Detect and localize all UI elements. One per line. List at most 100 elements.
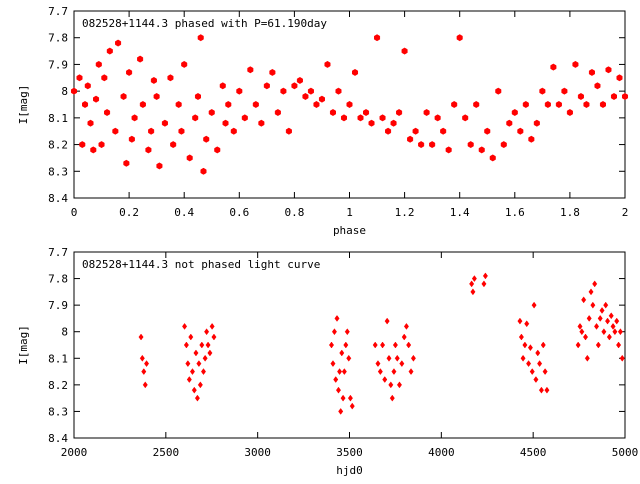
- data-point: [588, 68, 595, 76]
- data-point: [388, 381, 394, 389]
- data-point: [481, 280, 487, 288]
- data-point: [612, 328, 618, 336]
- data-point: [334, 315, 340, 322]
- data-point: [537, 360, 543, 368]
- y-tick-label: 8.4: [48, 192, 68, 205]
- data-point: [200, 368, 206, 375]
- data-point: [338, 408, 344, 415]
- x-tick-label: 0.8: [284, 206, 304, 219]
- data-point: [104, 109, 111, 116]
- data-point: [372, 341, 378, 349]
- y-tick-label: 8.3: [48, 405, 68, 418]
- y-tick-label: 8.2: [48, 139, 68, 152]
- data-point: [120, 93, 127, 100]
- data-point: [566, 109, 573, 116]
- data-point: [471, 275, 477, 282]
- data-point: [386, 354, 392, 362]
- data-point: [544, 101, 551, 108]
- data-point: [318, 95, 325, 103]
- data-point: [380, 341, 386, 349]
- data-point: [583, 333, 589, 341]
- data-point: [605, 317, 611, 325]
- y-tick-label: 8.2: [48, 379, 68, 392]
- data-point: [407, 135, 414, 143]
- data-point: [526, 360, 532, 368]
- data-point: [440, 127, 447, 135]
- data-point: [581, 296, 587, 304]
- data-point: [141, 368, 147, 375]
- data-point: [462, 114, 469, 122]
- data-point: [263, 82, 270, 90]
- data-point: [150, 76, 157, 84]
- data-point: [482, 272, 488, 280]
- data-point: [324, 60, 331, 68]
- data-point: [603, 301, 609, 309]
- data-point: [285, 127, 292, 135]
- y-tick-label: 8: [61, 85, 68, 98]
- data-point: [128, 135, 135, 143]
- data-point: [95, 60, 102, 68]
- data-point: [346, 101, 353, 108]
- data-point: [533, 376, 539, 383]
- data-point: [204, 328, 210, 336]
- data-point: [139, 101, 146, 108]
- data-point: [161, 119, 168, 127]
- data-point: [375, 360, 381, 368]
- y-tick-label: 8.3: [48, 165, 68, 178]
- data-point: [144, 360, 150, 368]
- data-point: [349, 402, 355, 410]
- data-point: [489, 154, 496, 162]
- data-point: [538, 386, 544, 394]
- x-tick-label: 0.2: [119, 206, 139, 219]
- data-point: [291, 82, 298, 90]
- y-tick-label: 8.1: [48, 352, 68, 365]
- data-point: [595, 341, 601, 349]
- data-point: [528, 135, 535, 143]
- data-point: [175, 101, 182, 108]
- data-point: [194, 394, 200, 402]
- data-point: [396, 381, 402, 389]
- y-tick-label: 7.8: [48, 273, 68, 286]
- x-axis-title: phase: [333, 224, 366, 237]
- data-point: [524, 320, 530, 328]
- data-point: [561, 87, 568, 95]
- data-point: [500, 141, 507, 149]
- data-point: [396, 109, 403, 116]
- data-point: [313, 101, 320, 108]
- x-tick-label: 0: [71, 206, 78, 219]
- data-point: [192, 114, 199, 122]
- x-tick-label: 3500: [336, 446, 363, 459]
- data-point: [131, 114, 138, 122]
- data-point: [579, 328, 585, 336]
- data-point: [335, 386, 341, 394]
- data-point: [384, 317, 390, 325]
- data-point: [196, 360, 202, 368]
- data-point: [533, 119, 540, 127]
- data-point: [191, 386, 197, 394]
- data-point: [467, 141, 474, 149]
- data-point: [540, 341, 546, 349]
- data-point: [340, 114, 348, 122]
- data-point: [368, 119, 375, 127]
- data-point: [401, 47, 408, 55]
- data-point: [333, 376, 339, 383]
- data-point: [148, 127, 155, 135]
- phased-light-curve-chart: 0 0.2 0.4 0.6 0.8 1 1.2 1.4 1.6 1.8 2 7.7 7.8 7.9 8 8.1…: [17, 5, 628, 237]
- data-point: [385, 127, 392, 135]
- data-point: [401, 333, 407, 341]
- data-point: [296, 76, 303, 84]
- data-point: [225, 101, 232, 108]
- data-point: [529, 368, 535, 375]
- data-point: [205, 341, 211, 349]
- data-point: [139, 354, 145, 362]
- data-point: [145, 146, 152, 154]
- data-point: [84, 82, 91, 90]
- data-point: [153, 93, 160, 100]
- data-point: [307, 87, 314, 95]
- x-tick-label: 1.4: [450, 206, 470, 219]
- data-point: [341, 368, 347, 375]
- data-point: [379, 114, 386, 122]
- data-point: [550, 63, 557, 71]
- x-tick-label: 1.6: [505, 206, 525, 219]
- data-point: [544, 386, 550, 394]
